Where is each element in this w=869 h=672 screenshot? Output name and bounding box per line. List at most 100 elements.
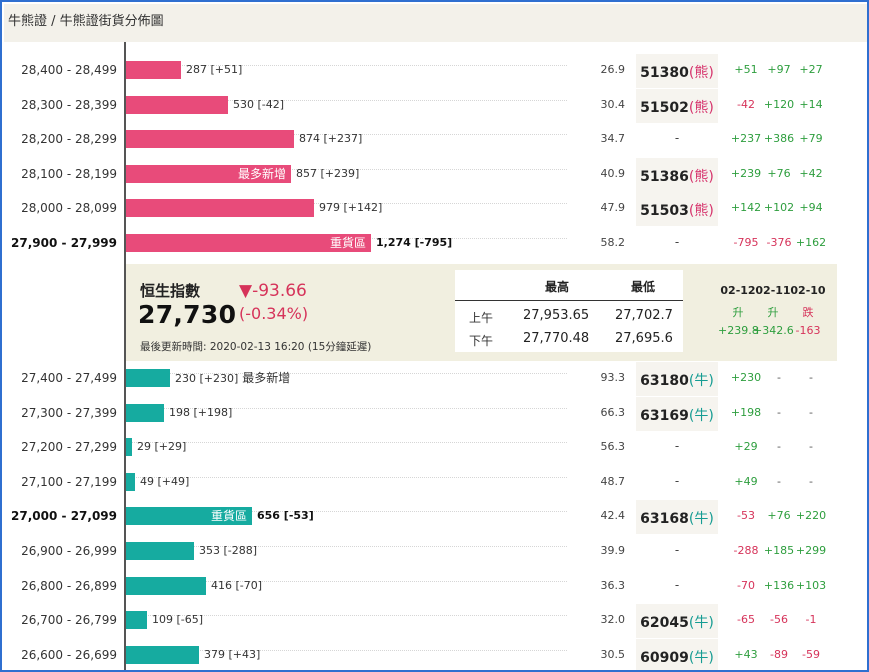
warrant-code[interactable]: 51503(熊)	[636, 200, 718, 220]
daily-change: +198	[730, 406, 762, 419]
warrant-code-cell[interactable]: 51386(熊)	[636, 158, 718, 192]
table-row[interactable]: 27,200 - 27,299 29 [+29] 56.3 - +29 - -	[2, 429, 867, 465]
warrant-code-cell[interactable]: 51503(熊)	[636, 192, 718, 226]
bull-bar[interactable]	[126, 611, 147, 629]
table-row[interactable]: 28,100 - 28,199 最多新增 857 [+239] 40.9 51386(熊…	[2, 156, 867, 192]
table-row[interactable]: 27,400 - 27,499 230 [+230] 最多新增 93.3 63180(牛…	[2, 360, 867, 396]
bull-bar[interactable]	[126, 404, 164, 422]
warrant-code-empty: -	[674, 578, 680, 592]
warrant-code-cell[interactable]: 60909(牛)	[636, 639, 718, 670]
warrant-code-empty: -	[674, 474, 680, 488]
warrant-code[interactable]: 51386(熊)	[636, 166, 718, 186]
table-row[interactable]: 28,300 - 28,399 530 [-42] 30.4 51502(熊) -42 +…	[2, 87, 867, 123]
daily-change: -	[777, 371, 781, 384]
warrant-number[interactable]: 62045	[640, 615, 689, 631]
table-row[interactable]: 26,600 - 26,699 379 [+43] 30.5 60909(牛) +43-…	[2, 637, 867, 670]
date-header: 02-12	[720, 284, 756, 297]
warrant-code-empty: -	[674, 131, 680, 145]
bull-bar[interactable]: 重貨區	[126, 507, 252, 525]
table-row[interactable]: 28,400 - 28,499 287 [+51] 26.9 51380(熊) +51 +…	[2, 52, 867, 88]
warrant-number[interactable]: 51502	[640, 100, 689, 116]
warrant-code-cell[interactable]: 62045(牛)	[636, 604, 718, 638]
warrant-type: (牛)	[688, 373, 714, 389]
gridline	[126, 511, 567, 512]
count-text: 530 [-42]	[233, 98, 285, 111]
warrant-code[interactable]: 62045(牛)	[636, 612, 718, 632]
bar-tag: 重貨區	[210, 509, 247, 523]
warrant-number[interactable]: 63168	[640, 511, 689, 527]
table-row[interactable]: 28,000 - 28,099 979 [+142] 47.9 51503(熊) +14…	[2, 190, 867, 226]
warrant-code[interactable]: 60909(牛)	[636, 647, 718, 667]
bull-bar[interactable]	[126, 542, 194, 560]
table-row[interactable]: 27,000 - 27,099 重貨區 656 [-53] 42.4 63168(牛) -…	[2, 498, 867, 534]
warrant-code[interactable]: 63169(牛)	[636, 405, 718, 425]
daily-change: +43	[734, 648, 758, 661]
warrant-type: (牛)	[688, 615, 714, 631]
table-row[interactable]: 28,200 - 28,299 874 [+237] 34.7 - +237 +386 +7…	[2, 121, 867, 157]
warrant-code[interactable]: 63168(牛)	[636, 508, 718, 528]
price-range: 27,000 - 27,099	[11, 509, 117, 523]
warrant-number[interactable]: 51380	[640, 65, 689, 81]
table-row[interactable]: 27,100 - 27,199 49 [+49] 48.7 - +49 - -	[2, 464, 867, 500]
bull-bar[interactable]	[126, 577, 206, 595]
table-row[interactable]: 27,900 - 27,999 重貨區 1,274 [-795] 58.2 - -795-…	[2, 225, 867, 261]
breadcrumb: 牛熊證 / 牛熊證街貨分佈圖	[4, 4, 867, 42]
table-row[interactable]: 26,900 - 26,999 353 [-288] 39.9 - -288 +185 +2…	[2, 533, 867, 569]
date-direction: 升	[732, 306, 744, 319]
daily-change: +14	[799, 98, 823, 111]
warrant-code-cell[interactable]: 63169(牛)	[636, 397, 718, 431]
warrant-type: (牛)	[688, 650, 714, 666]
table-row[interactable]: 26,800 - 26,899 416 [-70] 36.3 - -70 +136 +103	[2, 568, 867, 604]
price-range: 28,200 - 28,299	[21, 132, 117, 146]
daily-change: -89	[770, 648, 788, 661]
count-text: 656 [-53]	[257, 509, 314, 522]
gridline	[126, 650, 567, 651]
daily-change: +136	[763, 579, 795, 592]
warrant-type: (牛)	[688, 511, 714, 527]
warrant-code[interactable]: 63180(牛)	[636, 370, 718, 390]
price-range: 26,900 - 26,999	[21, 544, 117, 558]
warrant-number[interactable]: 51503	[640, 203, 689, 219]
table-row[interactable]: 26,700 - 26,799 109 [-65] 32.0 62045(牛) -65 -…	[2, 602, 867, 638]
bear-bar[interactable]: 最多新增	[126, 165, 291, 183]
table-row[interactable]: 27,300 - 27,399 198 [+198] 66.3 63169(牛) +19…	[2, 395, 867, 431]
daily-change: +220	[795, 509, 827, 522]
date-change-value: -163	[795, 324, 821, 337]
daily-change: -42	[737, 98, 755, 111]
bull-bar[interactable]	[126, 438, 132, 456]
warrant-number[interactable]: 51386	[640, 169, 689, 185]
bear-bar[interactable]	[126, 96, 228, 114]
index-panel: 恒生指數 27,730 ▼-93.66 (-0.34%) 最後更新時間: 202…	[126, 264, 837, 361]
index-change: ▼-93.66	[239, 281, 307, 301]
bear-bar[interactable]	[126, 199, 314, 217]
price-range: 28,100 - 28,199	[21, 167, 117, 181]
daily-change: +97	[767, 63, 791, 76]
warrant-number[interactable]: 63180	[640, 373, 689, 389]
count-text: 1,274 [-795]	[376, 236, 453, 249]
warrant-code-cell[interactable]: 63168(牛)	[636, 500, 718, 534]
chart-axis	[124, 42, 126, 670]
bear-bar[interactable]	[126, 130, 294, 148]
count-text: 29 [+29]	[137, 440, 187, 453]
daily-change: +79	[799, 132, 823, 145]
warrant-code[interactable]: 51502(熊)	[636, 97, 718, 117]
gridline	[126, 134, 567, 135]
gridline	[126, 477, 567, 478]
warrant-number[interactable]: 63169	[640, 408, 689, 424]
warrant-code-empty: -	[674, 543, 680, 557]
bull-bar[interactable]	[126, 473, 135, 491]
warrant-code-cell[interactable]: 63180(牛)	[636, 362, 718, 396]
ratio-value: 66.3	[600, 406, 626, 419]
warrant-code-cell[interactable]: 51380(熊)	[636, 54, 718, 88]
warrant-number[interactable]: 60909	[640, 650, 689, 666]
bear-bar[interactable]	[126, 61, 181, 79]
daily-change: +49	[734, 475, 758, 488]
bull-bar[interactable]	[126, 646, 199, 664]
warrant-code-cell[interactable]: 51502(熊)	[636, 89, 718, 123]
ratio-value: 30.4	[600, 98, 626, 111]
bull-bar[interactable]	[126, 369, 170, 387]
daily-change: -	[809, 475, 813, 488]
warrant-code[interactable]: 51380(熊)	[636, 62, 718, 82]
bear-bar[interactable]: 重貨區	[126, 234, 371, 252]
daily-change: +120	[763, 98, 795, 111]
